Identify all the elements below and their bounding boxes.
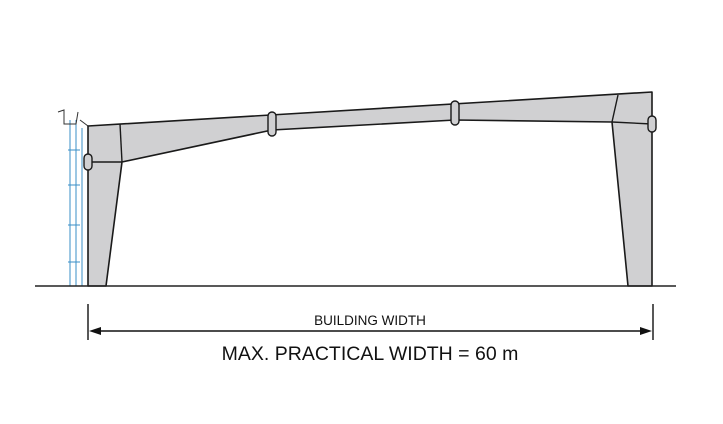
haunch-line: [611, 121, 653, 125]
haunch-line: [611, 94, 619, 123]
splice-plates: [83, 100, 657, 171]
dimension-line: [87, 304, 654, 340]
haunch-line: [119, 123, 123, 163]
dimension-caption: MAX. PRACTICAL WIDTH = 60 m: [222, 343, 519, 365]
dimension-label: BUILDING WIDTH: [314, 313, 426, 328]
gutter: [57, 109, 89, 127]
wall-cladding: [68, 120, 83, 286]
